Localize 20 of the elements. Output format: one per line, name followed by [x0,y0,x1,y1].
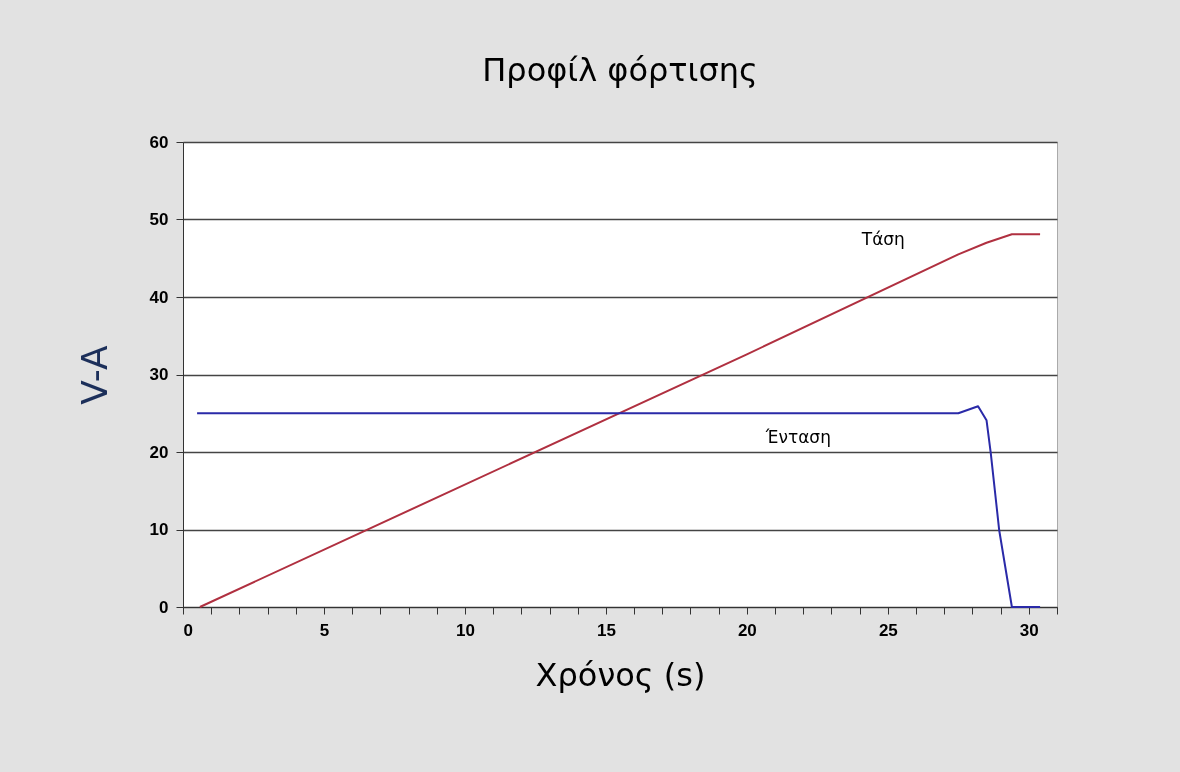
chart-title: Προφίλ φόρτισης [482,51,758,89]
y-tick-label: 60 [149,132,169,152]
y-tick-label: 50 [149,210,169,229]
line-series [196,405,1042,608]
series-label: Ένταση [764,427,831,448]
x-tick-label: 30 [1019,620,1039,640]
x-tick-label: 10 [455,620,475,640]
x-tick-label: 5 [319,620,330,640]
x-tick-label: 15 [596,620,616,640]
y-tick-label: 0 [159,597,169,617]
x-axis-title: Χρόνος (s) [535,655,706,694]
y-tick-label: 30 [149,365,169,384]
x-tick-label: 0 [183,620,193,640]
y-tick-label: 40 [149,287,169,307]
x-tick-label: 20 [737,620,757,640]
series-label: Τάση [860,229,905,250]
y-axis-title: V-A [73,344,115,405]
y-tick-label: 10 [149,520,169,539]
y-tick-label: 20 [149,442,169,462]
x-tick-label: 25 [878,620,898,640]
